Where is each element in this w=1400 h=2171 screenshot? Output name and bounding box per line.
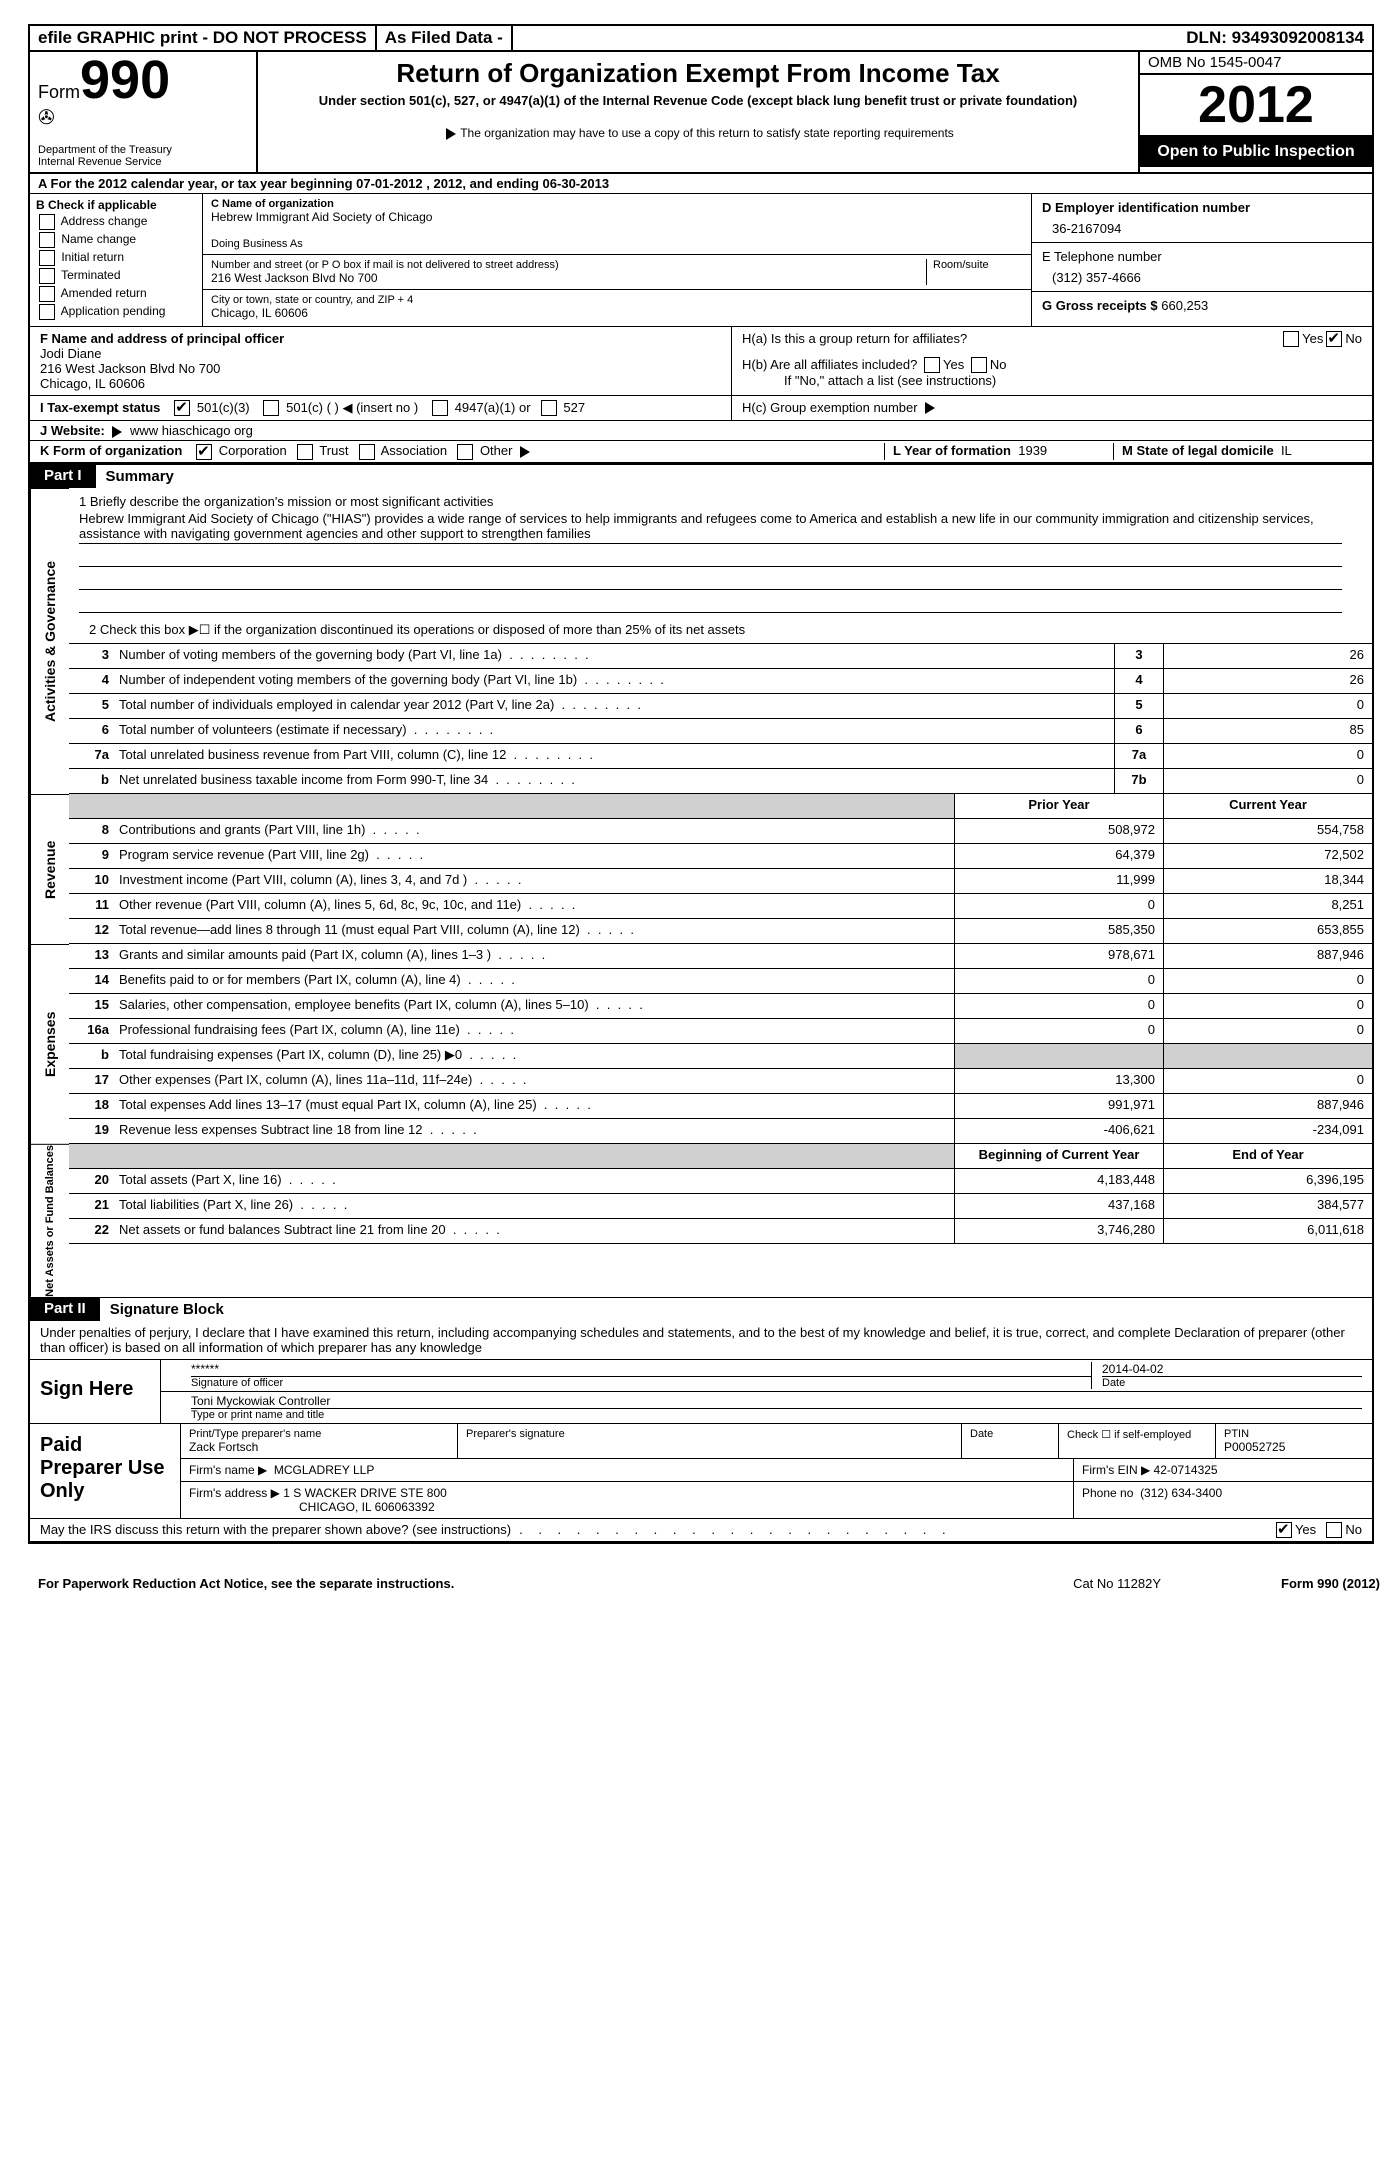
form-number: 990 [80,50,170,110]
dln: DLN: 93493092008134 [1178,26,1372,50]
section-b: B Check if applicable Address change Nam… [30,194,203,326]
summary-row: 15Salaries, other compensation, employee… [69,994,1372,1019]
sign-here-block: Sign Here ****** Signature of officer 20… [30,1360,1372,1424]
summary-row: 14Benefits paid to or for members (Part … [69,969,1372,994]
side-net-assets: Net Assets or Fund Balances [30,1144,69,1297]
section-f: F Name and address of principal officer … [30,327,731,395]
top-bar: efile GRAPHIC print - DO NOT PROCESS As … [30,26,1372,52]
summary-row: 21Total liabilities (Part X, line 26) . … [69,1194,1372,1219]
summary-row: bNet unrelated business taxable income f… [69,769,1372,794]
footer: For Paperwork Reduction Act Notice, see … [28,1568,1390,1599]
row-k: K Form of organization Corporation Trust… [30,441,1372,464]
col-current: Current Year [1163,794,1372,818]
website-row: J Website: www hiaschicago org [30,421,1372,441]
summary-row: 16aProfessional fundraising fees (Part I… [69,1019,1372,1044]
summary-row: 12Total revenue—add lines 8 through 11 (… [69,919,1372,944]
efile-label: efile GRAPHIC print - DO NOT PROCESS [30,26,377,50]
summary-row: 22Net assets or fund balances Subtract l… [69,1219,1372,1244]
summary-row: 8Contributions and grants (Part VIII, li… [69,819,1372,844]
section-c: C Name of organization Hebrew Immigrant … [203,194,1031,326]
summary-row: 10Investment income (Part VIII, column (… [69,869,1372,894]
summary-row: 9Program service revenue (Part VIII, lin… [69,844,1372,869]
dept-irs: Internal Revenue Service [38,156,248,168]
part1-header: Part I Summary [30,464,1372,488]
side-expenses: Expenses [30,944,69,1144]
perjury-statement: Under penalties of perjury, I declare th… [30,1321,1372,1360]
col-end: End of Year [1163,1144,1372,1168]
summary-row: 4Number of independent voting members of… [69,669,1372,694]
summary-row: 17Other expenses (Part IX, column (A), l… [69,1069,1372,1094]
summary-row: 5Total number of individuals employed in… [69,694,1372,719]
part2-header: Part II Signature Block [30,1297,1372,1321]
summary-row: 3Number of voting members of the governi… [69,644,1372,669]
header: Form990 ✇ Department of the Treasury Int… [30,52,1372,174]
dept-treasury: Department of the Treasury [38,144,248,156]
summary-row: 6Total number of volunteers (estimate if… [69,719,1372,744]
section-d: D Employer identification number 36-2167… [1031,194,1372,326]
summary-row: 13Grants and similar amounts paid (Part … [69,944,1372,969]
mission: 1 Briefly describe the organization's mi… [69,488,1372,619]
col-prior: Prior Year [954,794,1163,818]
return-subtitle: Under section 501(c), 527, or 4947(a)(1)… [268,93,1128,108]
open-inspection: Open to Public Inspection [1140,137,1372,167]
summary-row: bTotal fundraising expenses (Part IX, co… [69,1044,1372,1069]
state-note: The organization may have to use a copy … [460,126,954,140]
form-label: Form [38,82,80,102]
summary-row: 11Other revenue (Part VIII, column (A), … [69,894,1372,919]
col-begin: Beginning of Current Year [954,1144,1163,1168]
tax-exempt-status: I Tax-exempt status 501(c)(3) 501(c) ( )… [30,396,731,421]
line-2: 2 Check this box ▶☐ if the organization … [69,619,1372,643]
omb-number: OMB No 1545-0047 [1140,52,1372,75]
summary-row: 19Revenue less expenses Subtract line 18… [69,1119,1372,1144]
summary-row: 7aTotal unrelated business revenue from … [69,744,1372,769]
summary-row: 20Total assets (Part X, line 16) . . . .… [69,1169,1372,1194]
side-governance: Activities & Governance [30,488,69,794]
summary-row: 18Total expenses Add lines 13–17 (must e… [69,1094,1372,1119]
section-hc: H(c) Group exemption number [731,396,1372,421]
asfiled-label: As Filed Data - [377,26,513,50]
side-revenue: Revenue [30,794,69,944]
return-title: Return of Organization Exempt From Incom… [268,58,1128,89]
discuss-row: May the IRS discuss this return with the… [30,1519,1372,1542]
tax-year: 2012 [1140,75,1372,137]
section-h: H(a) Is this a group return for affiliat… [731,327,1372,395]
paid-preparer-block: Paid Preparer Use Only Print/Type prepar… [30,1424,1372,1519]
row-a-tax-year: A For the 2012 calendar year, or tax yea… [30,174,1372,194]
